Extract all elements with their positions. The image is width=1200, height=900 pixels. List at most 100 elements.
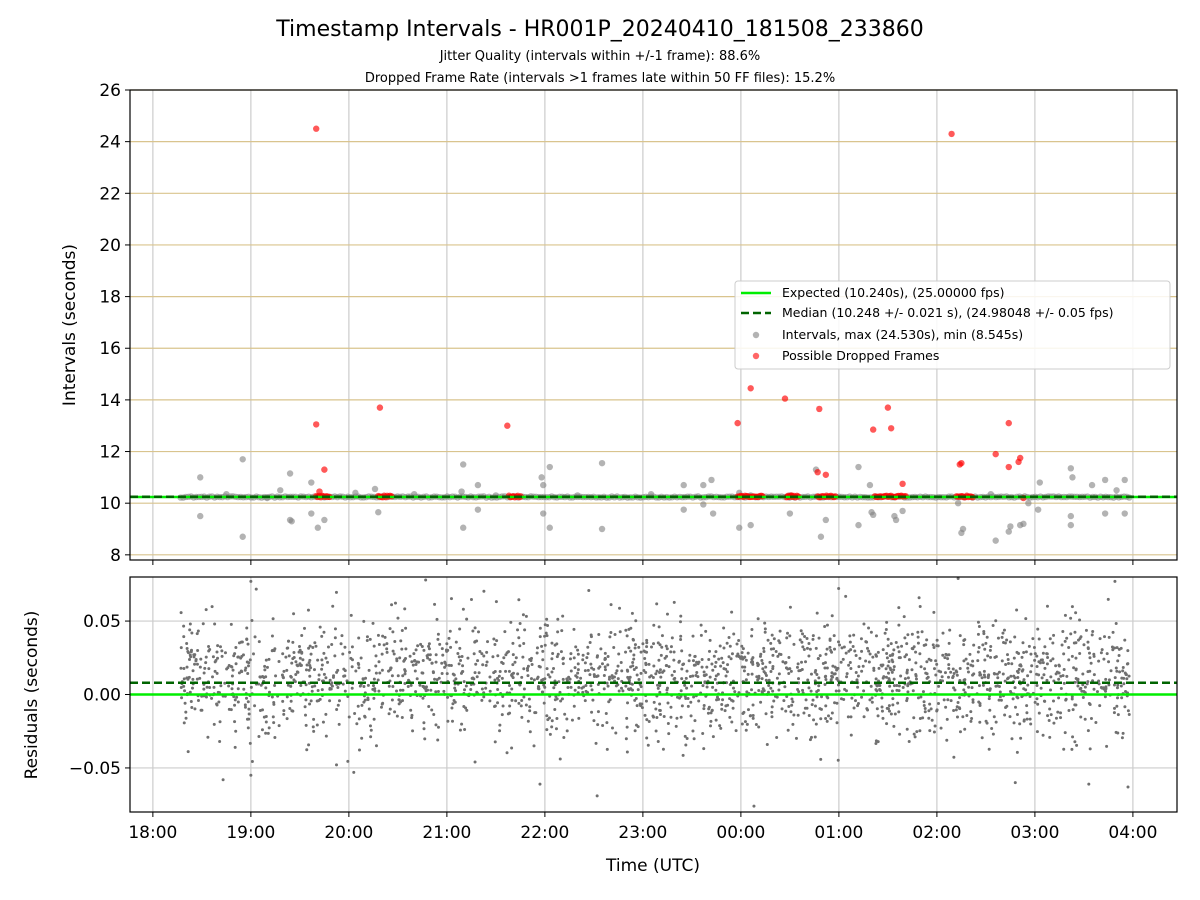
residual-point [680,667,684,671]
residual-point [308,674,312,678]
residual-point [888,666,892,670]
residual-point [1112,711,1116,715]
residual-point [589,633,593,637]
residual-point [1092,652,1096,656]
residual-point [988,648,992,652]
residual-point [500,713,504,717]
residual-point [735,642,739,646]
residual-point [860,669,864,673]
residual-point [603,665,607,669]
residual-point [607,677,611,681]
residual-point [514,699,518,703]
residual-point [516,628,520,632]
residual-point [1029,652,1033,656]
residual-point [618,606,622,610]
residual-point [285,646,289,650]
residual-point [326,645,330,649]
residual-point [388,707,392,711]
residual-point [250,760,254,764]
residual-point [627,677,631,681]
residual-point [835,701,839,705]
residual-point [966,666,970,670]
legend-intervals-label: Intervals, max (24.530s), min (8.545s) [782,327,1023,342]
residual-point [958,679,962,683]
residual-point [986,654,990,658]
residual-point [945,738,949,742]
residual-point [923,710,927,714]
residual-point [249,685,253,689]
residual-point [434,660,438,664]
residual-point [1121,669,1125,673]
residual-point [372,717,376,721]
interval-point [598,459,606,467]
residual-point [309,699,313,703]
residual-point [369,728,373,732]
residual-point [1117,647,1121,651]
residual-point [837,587,841,591]
residual-point [647,720,651,724]
residual-point [469,688,473,692]
residual-point [1112,683,1116,687]
residual-point [740,644,744,648]
residual-point [306,608,310,612]
residual-point [903,636,907,640]
residual-point [815,673,819,677]
residual-point [528,705,532,709]
residual-point [264,715,268,719]
residual-point [393,601,397,605]
residual-point [475,690,479,694]
residual-point [943,656,947,660]
residual-point [644,671,648,675]
residual-point [307,661,311,665]
residual-point [617,689,621,693]
residual-point [496,654,500,658]
residual-point [862,622,866,626]
residual-point [1012,674,1016,678]
residual-point [612,675,616,679]
residual-point [679,715,683,719]
residual-point [1089,716,1093,720]
residual-point [320,667,324,671]
residual-point [545,667,549,671]
residual-point [513,660,517,664]
residual-point [844,651,848,655]
residual-point [631,661,635,665]
residual-point [543,623,547,627]
residual-point [423,737,427,741]
residual-point [508,711,512,715]
residual-point [435,617,439,621]
residual-point [424,578,428,582]
residual-point [273,683,277,687]
residual-point [743,665,747,669]
residual-point [346,759,350,763]
residual-point [482,654,486,658]
residual-point [385,642,389,646]
residual-point [1086,640,1090,644]
residual-point [388,668,392,672]
residual-point [239,656,243,660]
residual-point [1097,682,1101,686]
residual-point [720,656,724,660]
residual-point [1012,721,1016,725]
residual-point [978,704,982,708]
residual-point [993,655,997,659]
residual-point [393,710,397,714]
residual-point [695,670,699,674]
residual-point [807,642,811,646]
residual-point [637,677,641,681]
residual-point [657,625,661,629]
residual-point [1116,683,1120,687]
residual-point [633,643,637,647]
residual-point [576,671,580,675]
residual-point [366,698,370,702]
residual-point [825,623,829,627]
residual-point [264,720,268,724]
residual-point [337,722,341,726]
residual-point [590,710,594,714]
residual-point [684,676,688,680]
residual-point [963,727,967,731]
dropped-frame-point [816,405,823,413]
residual-point [419,642,423,646]
residual-point [624,737,628,741]
residual-point [896,645,900,649]
